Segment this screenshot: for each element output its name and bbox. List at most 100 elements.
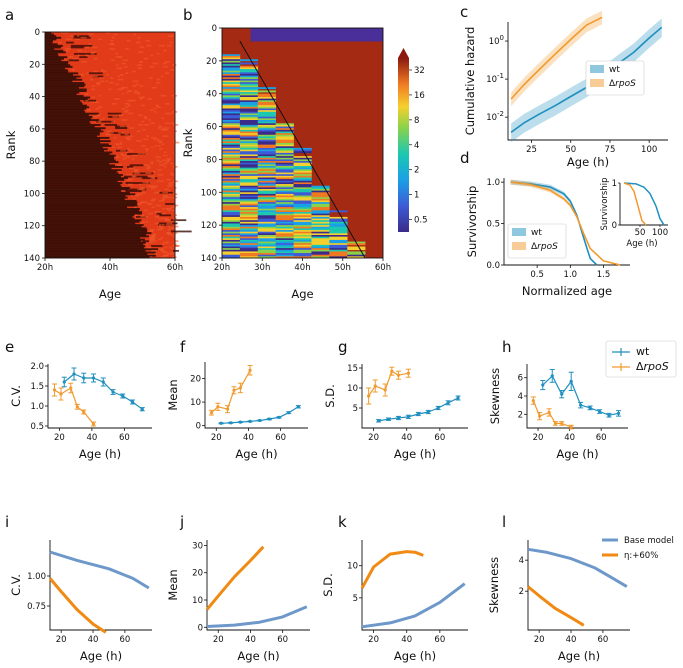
heatmap-a-row <box>45 77 77 80</box>
point-h <box>550 374 554 378</box>
heatmap-b-cell <box>275 166 294 168</box>
heatmap-a-row <box>45 90 87 93</box>
heatmap-a-row <box>45 157 115 160</box>
heatmap-b-cell <box>257 167 276 170</box>
point-e <box>82 376 86 380</box>
heatmap-b-cell <box>275 133 294 136</box>
heatmap-a-dark-band <box>70 44 93 47</box>
heatmap-b-cell <box>311 244 330 247</box>
heatmap-b-cell <box>257 230 276 233</box>
heatmap-b-cell <box>329 226 348 229</box>
heatmap-a-row <box>45 75 81 78</box>
ylabel-e: C.V. <box>9 385 23 407</box>
heatmap-b-cell <box>293 212 312 214</box>
heatmap-a-bright <box>124 133 129 136</box>
heatmap-a-row <box>45 240 142 243</box>
heatmap-b-cell <box>329 251 348 254</box>
heatmap-b-cell <box>293 177 312 180</box>
heatmap-a-bright <box>71 69 76 71</box>
heatmap-a-bright <box>146 135 149 137</box>
heatmap-a-bright <box>157 169 162 171</box>
heatmap-a-row <box>45 99 80 102</box>
heatmap-a-bright <box>146 44 152 47</box>
heatmap-a-row <box>45 136 110 139</box>
heatmap-a-row <box>45 98 88 101</box>
ylabel-b: Rank <box>181 128 195 157</box>
heatmap-a-bright <box>168 190 172 192</box>
heatmap-b-cell <box>275 159 294 162</box>
heatmap-b-cell <box>329 244 348 247</box>
heatmap-b-cell <box>239 113 259 116</box>
heatmap-a-bright <box>169 246 173 249</box>
heatmap-b-cell <box>239 124 259 127</box>
heatmap-a-row <box>45 140 111 143</box>
heatmap-b-cell <box>293 239 312 242</box>
colorbar-tick-label: 8 <box>414 116 419 126</box>
legend-eh: wt ΔrpoS <box>605 340 677 378</box>
ylabel-j: Mean <box>166 569 180 600</box>
heatmap-a-bright <box>158 199 165 202</box>
heatmap-b-cell <box>257 253 276 256</box>
heatmap-b-cell <box>311 200 330 203</box>
heatmap-b-cell <box>257 113 276 116</box>
heatmap-a-row <box>45 78 83 81</box>
heatmap-a-row <box>45 182 123 185</box>
heatmap-a-bright <box>162 249 166 252</box>
heatmap-a-bright <box>100 70 107 73</box>
heatmap-b-cell <box>239 85 259 88</box>
heatmap-b-cell <box>311 243 330 246</box>
heatmap-b-cell <box>222 221 241 224</box>
heatmap-b-cell <box>257 129 276 132</box>
heatmap-b-cell <box>222 253 241 256</box>
heatmap-b-cell <box>222 166 241 168</box>
heatmap-b-cell <box>275 200 294 203</box>
heatmap-a-bright <box>150 230 154 233</box>
xtick-label-i: 40 <box>88 635 99 645</box>
heatmap-a-bright <box>106 73 109 76</box>
point-h <box>597 409 602 414</box>
heatmap-a-bright <box>163 127 170 129</box>
heatmap-b-cell <box>239 198 259 201</box>
ylabel-d-inset: Survivorship <box>600 178 610 231</box>
heatmap-a-bright <box>153 240 157 242</box>
axes-l <box>527 540 630 631</box>
heatmap-b-cell <box>293 179 312 182</box>
heatmap-b-cell <box>257 251 276 254</box>
heatmap-b-cell <box>239 83 259 86</box>
heatmap-b-cell <box>239 115 259 118</box>
heatmap-a-bright <box>128 135 133 137</box>
heatmap-b-cell <box>239 248 259 251</box>
heatmap-a-bright <box>150 161 154 163</box>
heatmap-b-cell <box>239 106 259 109</box>
heatmap-b-cell <box>311 226 330 229</box>
heatmap-b-cell <box>222 174 241 177</box>
heatmap-b-top-row <box>250 28 383 30</box>
heatmap-a-bright <box>166 222 173 225</box>
heatmap-a-bright <box>123 65 128 68</box>
heatmap-b-cell <box>311 216 330 219</box>
heatmap-a-row <box>45 238 145 241</box>
heatmap-b-cell <box>257 169 276 172</box>
heatmap-a-dark-band <box>127 153 146 155</box>
heatmap-b-cell <box>222 126 241 129</box>
legend-il: Base model η:+60% <box>602 536 674 561</box>
heatmap-a-bright <box>111 59 115 62</box>
heatmap-b-cell <box>239 185 259 188</box>
point-e <box>62 380 66 384</box>
ytick-label-a: 40 <box>29 93 40 103</box>
legend: wt ΔrpoS <box>507 223 567 259</box>
heatmap-a-bright <box>162 191 169 194</box>
ylabel-h: Skewness <box>488 368 502 424</box>
series-k-0 <box>361 582 466 629</box>
heatmap-b-cell <box>293 164 312 167</box>
heatmap-b-cell <box>275 187 294 190</box>
heatmap-b-cell <box>257 192 276 195</box>
heatmap-a-bright <box>93 57 98 60</box>
heatmap-b-cell <box>257 121 276 124</box>
heatmap-a-bright <box>85 54 89 57</box>
heatmap-a-bright <box>139 46 145 49</box>
heatmap-a-bright <box>160 94 167 97</box>
panel-letter-i: i <box>5 513 9 531</box>
heatmap-b-cell <box>275 236 294 239</box>
heatmap-a-bright <box>146 182 150 184</box>
